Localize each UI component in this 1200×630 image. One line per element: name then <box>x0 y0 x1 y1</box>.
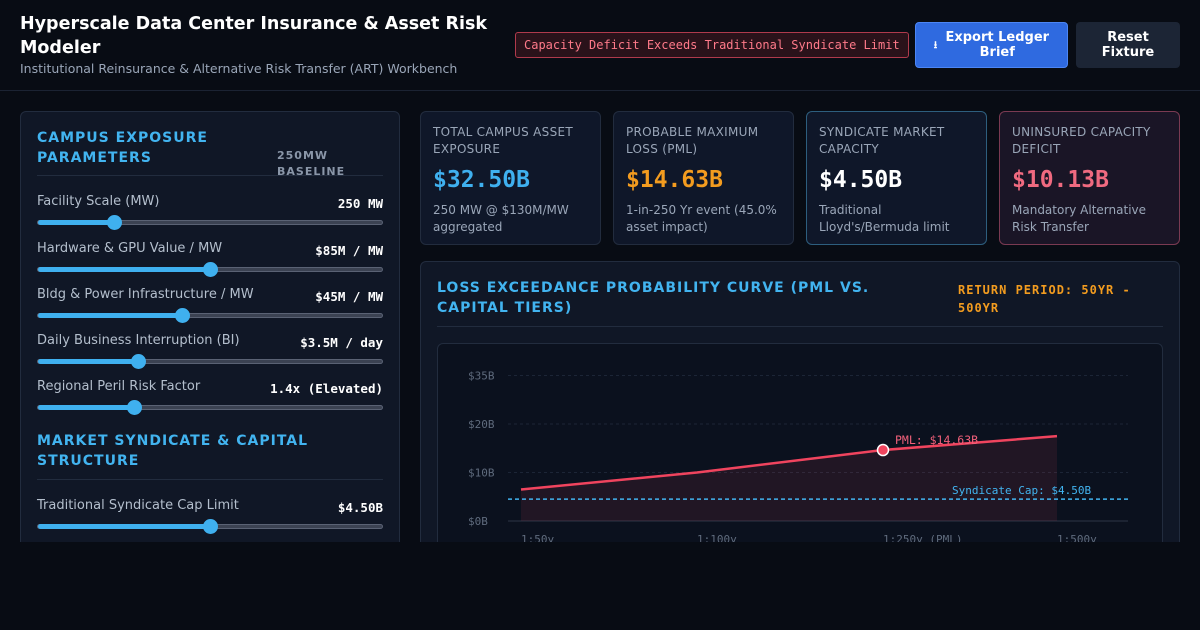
page-title: Hyperscale Data Center Insurance & Asset… <box>20 14 488 58</box>
param-business-interruption: Daily Business Interruption (BI) $3.5M /… <box>37 333 383 373</box>
reset-fixture-label: Reset Fixture <box>1101 30 1155 60</box>
capacity-deficit-card: UNINSURED CAPACITY DEFICIT $10.13B Manda… <box>999 111 1180 245</box>
card-label: SYNDICATE MARKET CAPACITY <box>819 125 945 156</box>
card-subtext: 250 MW @ $130M/MW aggregated <box>433 203 569 234</box>
facility-scale-slider[interactable] <box>37 215 383 230</box>
loss-exceedance-panel: LOSS EXCEEDANCE PROBABILITY CURVE (PML V… <box>420 261 1180 561</box>
peril-risk-slider[interactable] <box>37 400 383 415</box>
param-value: $3.5M / day <box>300 335 383 350</box>
param-peril-risk: Regional Peril Risk Factor 1.4x (Elevate… <box>37 379 383 419</box>
infrastructure-slider[interactable] <box>37 308 383 323</box>
hardware-value-slider[interactable] <box>37 262 383 277</box>
param-value: 250 MW <box>337 196 383 211</box>
download-icon: ⭳ <box>933 39 938 51</box>
card-subtext: 1-in-250 Yr event (45.0% asset impact) <box>626 203 777 234</box>
return-period-tag: RETURN PERIOD: 50YR - 500YR <box>958 283 1131 315</box>
card-subtext: Mandatory Alternative Risk Transfer <box>1012 203 1147 234</box>
pml-annotation: PML: $14.63B <box>895 433 978 447</box>
param-infrastructure: Bldg & Power Infrastructure / MW $45M / … <box>37 287 383 327</box>
card-subtext: Traditional Lloyd's/Bermuda limit <box>819 203 950 234</box>
slider-thumb[interactable] <box>203 262 218 277</box>
page-footer-space <box>0 542 1200 630</box>
reset-fixture-button[interactable]: Reset Fixture <box>1076 22 1180 68</box>
pml-curve-line <box>520 434 1058 491</box>
syndicate-section-header: MARKET SYNDICATE & CAPITAL STRUCTURE <box>37 431 383 480</box>
parameters-panel: CAMPUS EXPOSURE PARAMETERS 250MW BASELIN… <box>20 111 400 551</box>
page-subtitle: Institutional Reinsurance & Alternative … <box>20 61 458 76</box>
card-value: $10.13B <box>1012 167 1109 193</box>
param-label: Bldg & Power Infrastructure / MW <box>37 287 254 302</box>
exposure-section-header: CAMPUS EXPOSURE PARAMETERS 250MW BASELIN… <box>37 128 383 178</box>
chart-divider <box>437 326 1163 327</box>
param-hardware-value: Hardware & GPU Value / MW $85M / MW <box>37 241 383 281</box>
param-value: $4.50B <box>337 500 383 515</box>
business-interruption-slider[interactable] <box>37 354 383 369</box>
y-tick-label: $10B <box>468 467 495 480</box>
exposure-baseline-tag: 250MW BASELINE <box>277 149 346 178</box>
syndicate-cap-annotation: Syndicate Cap: $4.50B <box>952 484 1091 497</box>
y-tick-label: $0B <box>468 515 488 528</box>
pml-card: PROBABLE MAXIMUM LOSS (PML) $14.63B 1-in… <box>613 111 794 245</box>
chart-area: $0B $10B $20B $35B 1:50y 1:100y 1:250y (PML) 1:… <box>437 343 1163 560</box>
param-value: $45M / MW <box>315 289 383 304</box>
card-value: $14.63B <box>626 167 723 193</box>
slider-thumb[interactable] <box>130 354 146 369</box>
slider-thumb[interactable] <box>127 400 143 415</box>
param-facility-scale: Facility Scale (MW) 250 MW <box>37 194 383 234</box>
param-label: Regional Peril Risk Factor <box>37 379 201 394</box>
app-header: Hyperscale Data Center Insurance & Asset… <box>0 0 1200 91</box>
y-tick-label: $35B <box>468 370 495 383</box>
export-ledger-button[interactable]: ⭳ Export Ledger Brief <box>915 22 1068 68</box>
export-ledger-label: Export Ledger Brief <box>945 30 1050 60</box>
slider-thumb[interactable] <box>203 519 218 534</box>
syndicate-section-title: MARKET SYNDICATE & CAPITAL STRUCTURE <box>37 433 309 469</box>
card-label: UNINSURED CAPACITY DEFICIT <box>1012 125 1151 156</box>
card-label: PROBABLE MAXIMUM LOSS (PML) <box>626 125 759 156</box>
pml-marker <box>876 443 890 457</box>
pml-area-fill <box>521 436 1057 521</box>
card-value: $32.50B <box>433 167 530 193</box>
total-exposure-card: TOTAL CAMPUS ASSET EXPOSURE $32.50B 250 … <box>420 111 601 245</box>
param-value: 1.4x (Elevated) <box>270 381 383 396</box>
param-value: $85M / MW <box>315 243 383 258</box>
card-value: $4.50B <box>819 167 903 193</box>
slider-thumb[interactable] <box>106 215 122 230</box>
param-syndicate-cap: Traditional Syndicate Cap Limit $4.50B <box>37 498 383 538</box>
capacity-alert-badge: Capacity Deficit Exceeds Traditional Syn… <box>515 32 909 58</box>
y-tick-label: $20B <box>468 418 495 431</box>
slider-thumb[interactable] <box>175 308 191 323</box>
syndicate-capacity-card: SYNDICATE MARKET CAPACITY $4.50B Traditi… <box>806 111 987 245</box>
chart-title: LOSS EXCEEDANCE PROBABILITY CURVE (PML V… <box>437 280 870 316</box>
param-label: Daily Business Interruption (BI) <box>37 333 240 348</box>
param-label: Hardware & GPU Value / MW <box>37 241 223 256</box>
card-label: TOTAL CAMPUS ASSET EXPOSURE <box>433 125 574 156</box>
param-label: Facility Scale (MW) <box>37 194 160 209</box>
syndicate-cap-slider[interactable] <box>37 519 383 534</box>
exposure-section-title: CAMPUS EXPOSURE PARAMETERS <box>37 130 208 166</box>
param-label: Traditional Syndicate Cap Limit <box>37 498 239 513</box>
